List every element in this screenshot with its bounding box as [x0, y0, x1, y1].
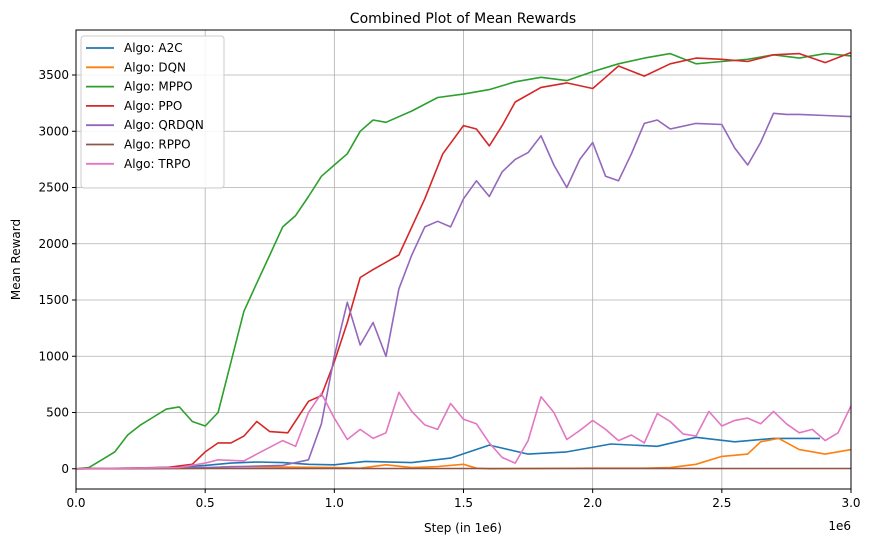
- y-tick-label: 2500: [38, 181, 69, 195]
- y-tick-label: 0: [61, 462, 69, 476]
- legend-entry-mppo: Algo: MPPO: [124, 80, 193, 94]
- legend: Algo: A2C Algo: DQN Algo: MPPO Algo: PPO Alg…: [81, 36, 224, 188]
- y-tick-label: 3000: [38, 124, 69, 138]
- legend-entry-a2c: Algo: A2C: [124, 41, 183, 55]
- x-tick-label: 2.5: [712, 496, 731, 510]
- x-axis-offset-label: 1e6: [828, 519, 851, 533]
- legend-entry-dqn: Algo: DQN: [124, 60, 186, 74]
- y-tick-label: 2000: [38, 237, 69, 251]
- y-tick-label: 1500: [38, 293, 69, 307]
- chart-title: Combined Plot of Mean Rewards: [350, 11, 576, 27]
- legend-entry-trpo: Algo: TRPO: [124, 157, 191, 171]
- x-tick-label: 0.5: [196, 496, 215, 510]
- y-axis-label: Mean Reward: [9, 219, 23, 300]
- x-tick-label: 0.0: [66, 496, 85, 510]
- legend-entry-rppo: Algo: RPPO: [124, 138, 191, 152]
- x-tick-label: 2.0: [583, 496, 602, 510]
- x-axis-label: Step (in 1e6): [424, 521, 502, 535]
- legend-entry-ppo: Algo: PPO: [124, 99, 182, 113]
- y-tick-label: 1000: [38, 349, 69, 363]
- legend-entry-qrdqn: Algo: QRDQN: [124, 118, 204, 132]
- x-tick-label: 1.0: [325, 496, 344, 510]
- x-tick-label: 3.0: [841, 496, 860, 510]
- y-tick-label: 3500: [38, 68, 69, 82]
- x-tick-label: 1.5: [454, 496, 473, 510]
- y-tick-label: 500: [46, 406, 69, 420]
